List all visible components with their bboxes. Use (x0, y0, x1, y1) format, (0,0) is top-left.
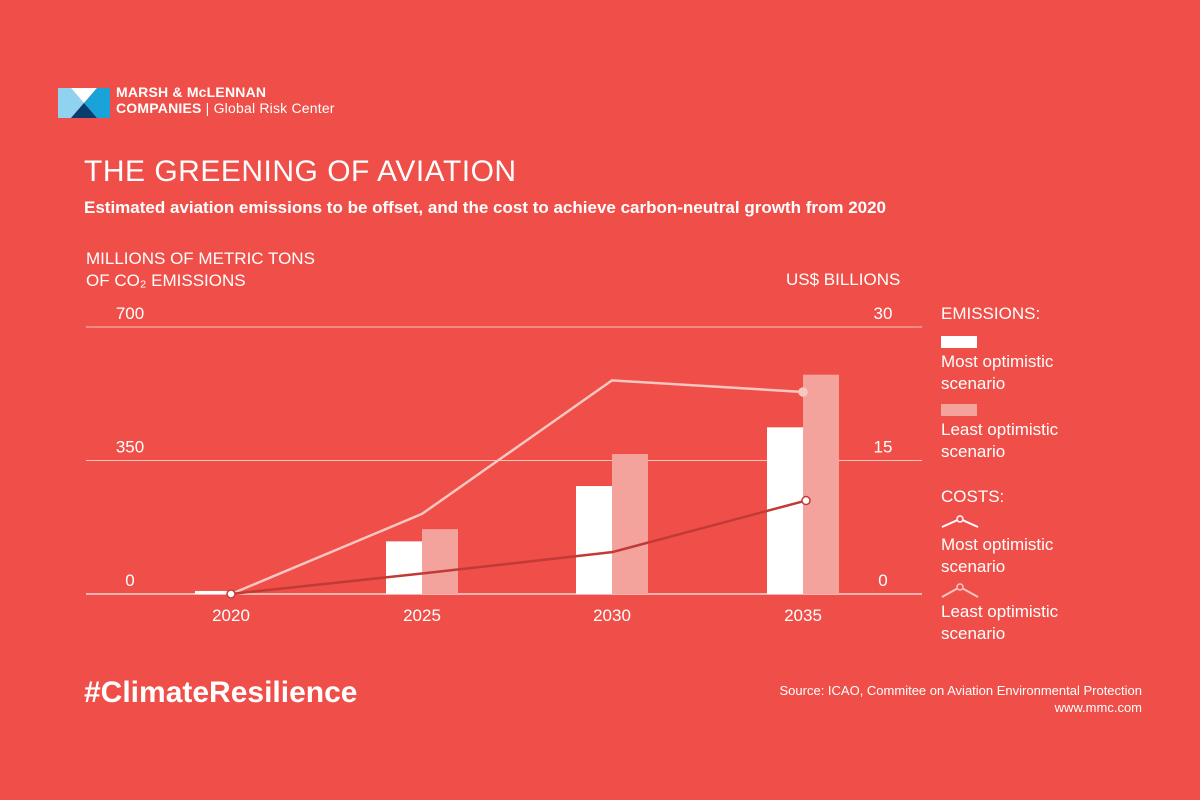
brand-name-line1: MARSH & McLENNAN (116, 84, 267, 100)
legend-costs-most: Most optimistic scenario (941, 534, 1053, 578)
left-axis-label-line2: OF CO₂ EMISSIONS (86, 271, 246, 290)
right-tick-label-0: 0 (878, 571, 887, 590)
legend-swatch-most (941, 336, 977, 348)
brand-name-line2: COMPANIES (116, 100, 202, 116)
legend-emissions-least: Least optimistic scenario (941, 419, 1058, 463)
legend-emissions-most-line1: Most optimistic (941, 352, 1054, 371)
bar-least-2035 (803, 374, 839, 594)
legend-costs-least-line1: Least optimistic (941, 602, 1059, 621)
bar-most-2025 (386, 541, 422, 594)
bar-most-2035 (767, 427, 803, 594)
legend-emissions-least-line2: scenario (941, 442, 1006, 461)
legend-costs-least-line2: scenario (941, 624, 1006, 643)
legend-costs-most-line1: Most optimistic (941, 535, 1054, 554)
legend-swatch-least (941, 404, 977, 416)
legend-line-most-icon (941, 515, 979, 528)
brand-logo (58, 88, 110, 118)
bar-most-2030 (576, 486, 612, 594)
bars (195, 374, 839, 594)
right-tick-label-15: 15 (874, 438, 893, 457)
x-axis-ticks: 2020 2025 2030 2035 (212, 606, 822, 625)
left-axis-label-line1: MILLIONS OF METRIC TONS (86, 249, 315, 268)
cost-point-most-start (226, 589, 236, 599)
left-tick-label-350: 350 (116, 438, 144, 457)
x-tick-label-2030: 2030 (593, 606, 631, 625)
left-axis-ticks: 0 350 700 (116, 304, 144, 590)
cost-line-least (230, 379, 804, 596)
cost-lines (226, 379, 811, 599)
left-axis-label: MILLIONS OF METRIC TONS OF CO₂ EMISSIONS (86, 248, 315, 292)
legend-line-least-icon (941, 583, 979, 598)
x-tick-label-2020: 2020 (212, 606, 250, 625)
cost-line-most (230, 499, 807, 596)
source-note: Source: ICAO, Commitee on Aviation Envir… (779, 683, 1143, 698)
legend-costs-most-line2: scenario (941, 557, 1006, 576)
left-tick-label-700: 700 (116, 304, 144, 323)
bar-least-2025 (422, 529, 458, 594)
brand-name: MARSH & McLENNAN COMPANIES | Global Risk… (116, 84, 335, 116)
cost-point-most-end (801, 495, 811, 506)
left-tick-label-0: 0 (125, 571, 134, 590)
legend-emissions-most-line2: scenario (941, 374, 1006, 393)
x-tick-label-2035: 2035 (784, 606, 822, 625)
right-axis-ticks: 0 15 30 (874, 304, 893, 590)
brand-division: | Global Risk Center (205, 100, 335, 116)
legend-emissions-least-line1: Least optimistic (941, 420, 1059, 439)
x-tick-label-2025: 2025 (403, 606, 441, 625)
bar-most-2020 (195, 590, 231, 594)
page-subtitle: Estimated aviation emissions to be offse… (84, 198, 887, 217)
legend-costs-heading: COSTS: (941, 487, 1005, 506)
legend-costs-least: Least optimistic scenario (941, 601, 1058, 645)
legend-emissions-heading: EMISSIONS: (941, 304, 1041, 323)
bar-least-2030 (612, 454, 648, 594)
right-tick-label-30: 30 (874, 304, 893, 323)
hashtag: #ClimateResilience (84, 676, 358, 709)
website-link[interactable]: www.mmc.com (1054, 700, 1142, 715)
cost-point-least-end (798, 387, 808, 397)
legend-emissions-most: Most optimistic scenario (941, 351, 1053, 395)
right-axis-label: US$ BILLIONS (786, 270, 901, 289)
page-title: THE GREENING OF AVIATION (84, 155, 517, 188)
